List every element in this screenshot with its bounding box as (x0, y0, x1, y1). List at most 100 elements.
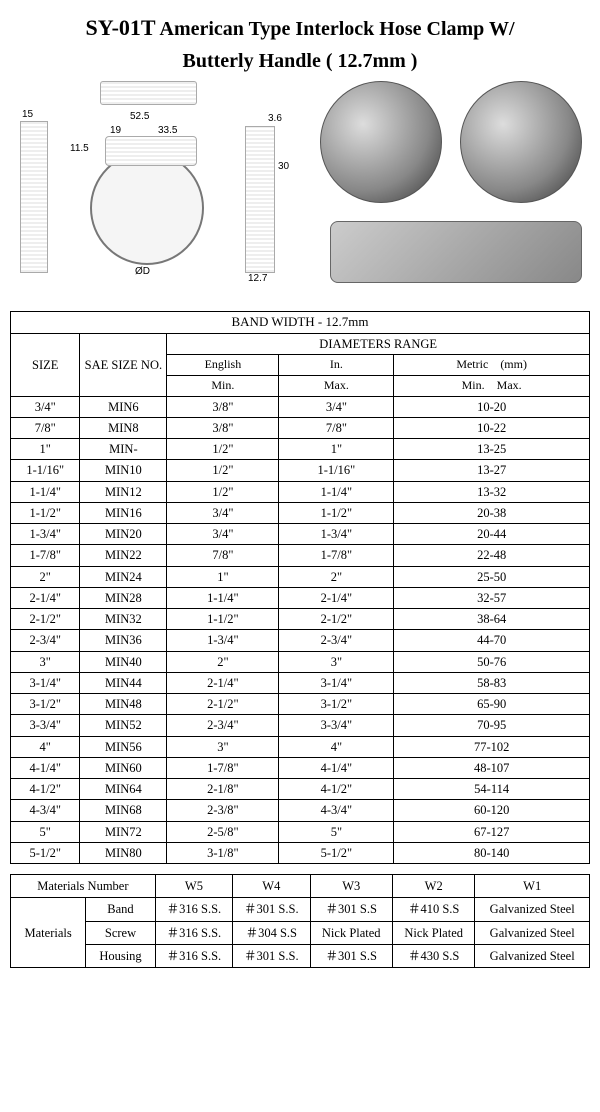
table-cell: MIN16 (80, 502, 167, 523)
dim-12-7: 12.7 (248, 273, 267, 284)
mat-col-w3: W3 (310, 875, 392, 898)
table-row: 4"MIN563"4"77-102 (11, 736, 590, 757)
table-cell: 13-27 (394, 460, 590, 481)
table-cell: ＃410 S.S (392, 898, 474, 921)
table-cell: MIN20 (80, 524, 167, 545)
table-cell: 80-140 (394, 842, 590, 863)
table-cell: 2" (279, 566, 394, 587)
table-cell: ＃316 S.S. (155, 898, 232, 921)
table-cell: MIN80 (80, 842, 167, 863)
drawing-perspective (100, 81, 197, 105)
table-cell: 4-1/2" (279, 779, 394, 800)
table-cell: 32-57 (394, 587, 590, 608)
photo-detail-1 (320, 81, 442, 203)
mat-col-w1: W1 (475, 875, 590, 898)
table-cell: MIN68 (80, 800, 167, 821)
dim-11-5: 11.5 (70, 143, 89, 154)
col-sae: SAE SIZE NO. (80, 334, 167, 396)
table-row: 3-1/2"MIN482-1/2"3-1/2"65-90 (11, 694, 590, 715)
table-cell: 4-1/2" (11, 779, 80, 800)
table-cell: ＃316 S.S. (155, 944, 232, 967)
table-row: 1"MIN-1/2"1"13-25 (11, 439, 590, 460)
table-cell: 1-1/4" (11, 481, 80, 502)
table-cell: 2-3/4" (167, 715, 279, 736)
table-cell: MIN60 (80, 757, 167, 778)
table-cell: 3-1/4" (11, 672, 80, 693)
drawing-housing (105, 136, 197, 166)
table-cell: ＃301 S.S. (233, 944, 310, 967)
table-row: 3"MIN402"3"50-76 (11, 651, 590, 672)
table-cell: MIN44 (80, 672, 167, 693)
table-cell: ＃304 S.S (233, 921, 310, 944)
page-title: SY-01T American Type Interlock Hose Clam… (10, 10, 590, 77)
table-cell: MIN10 (80, 460, 167, 481)
table-cell: 1-7/8" (11, 545, 80, 566)
col-metric: Metric (mm) (394, 355, 590, 376)
table-row: MaterialsBand＃316 S.S.＃301 S.S.＃301 S.S＃… (11, 898, 590, 921)
table-cell: 1-3/4" (11, 524, 80, 545)
col-dia-header: DIAMETERS RANGE (167, 334, 590, 355)
table-cell: MIN28 (80, 587, 167, 608)
table-row: 4-1/2"MIN642-1/8"4-1/2"54-114 (11, 779, 590, 800)
materials-table: Materials Number W5 W4 W3 W2 W1 Material… (10, 874, 590, 968)
spec-table: BAND WIDTH - 12.7mm SIZE SAE SIZE NO. DI… (10, 311, 590, 864)
table-row: 4-3/4"MIN682-3/8"4-3/4"60-120 (11, 800, 590, 821)
table-row: 3-3/4"MIN522-3/4"3-3/4"70-95 (11, 715, 590, 736)
table-cell: 4-3/4" (11, 800, 80, 821)
table-cell: 20-44 (394, 524, 590, 545)
mat-col-w2: W2 (392, 875, 474, 898)
table-cell: 3/4" (279, 396, 394, 417)
mat-part: Screw (86, 921, 155, 944)
table-cell: 2-5/8" (167, 821, 279, 842)
table-cell: ＃301 S.S (310, 944, 392, 967)
table-cell: ＃301 S.S. (233, 898, 310, 921)
table-cell: ＃316 S.S. (155, 921, 232, 944)
band-width-header: BAND WIDTH - 12.7mm (11, 312, 590, 334)
dim-52-5: 52.5 (130, 111, 149, 122)
table-cell: 2-1/2" (279, 609, 394, 630)
drawing-clamp-front (90, 151, 204, 265)
table-row: 5-1/2"MIN803-1/8"5-1/2"80-140 (11, 842, 590, 863)
table-cell: 3" (279, 651, 394, 672)
col-min: Min. (167, 375, 279, 396)
table-cell: 1/2" (167, 481, 279, 502)
table-cell: 1" (279, 439, 394, 460)
table-row: 2-3/4"MIN361-3/4"2-3/4"44-70 (11, 630, 590, 651)
table-cell: MIN72 (80, 821, 167, 842)
table-cell: MIN32 (80, 609, 167, 630)
table-row: 3/4"MIN63/8"3/4"10-20 (11, 396, 590, 417)
table-cell: 1" (167, 566, 279, 587)
table-cell: 3-3/4" (11, 715, 80, 736)
table-cell: 3-1/8" (167, 842, 279, 863)
table-cell: 3-1/2" (279, 694, 394, 715)
table-cell: ＃301 S.S (310, 898, 392, 921)
table-row: 1-7/8"MIN227/8"1-7/8"22-48 (11, 545, 590, 566)
table-cell: 1-3/4" (279, 524, 394, 545)
table-cell: 77-102 (394, 736, 590, 757)
table-row: Housing＃316 S.S.＃301 S.S.＃301 S.S＃430 S.… (11, 944, 590, 967)
title-main: American Type Interlock Hose Clamp W/ (160, 18, 515, 40)
table-cell: 1/2" (167, 439, 279, 460)
table-cell: 2" (11, 566, 80, 587)
table-cell: Galvanized Steel (475, 944, 590, 967)
table-cell: 3/8" (167, 417, 279, 438)
table-cell: 20-38 (394, 502, 590, 523)
col-size: SIZE (11, 334, 80, 396)
table-cell: 10-20 (394, 396, 590, 417)
table-cell: 2-1/4" (167, 672, 279, 693)
table-cell: 44-70 (394, 630, 590, 651)
table-cell: 4" (11, 736, 80, 757)
table-cell: 1-1/2" (11, 502, 80, 523)
table-cell: 2-1/2" (11, 609, 80, 630)
table-cell: MIN48 (80, 694, 167, 715)
table-cell: Galvanized Steel (475, 921, 590, 944)
title-sub: Butterly Handle ( 12.7mm ) (183, 50, 418, 72)
table-cell: 25-50 (394, 566, 590, 587)
table-cell: 13-25 (394, 439, 590, 460)
table-cell: 2-1/8" (167, 779, 279, 800)
table-cell: 3/4" (11, 396, 80, 417)
table-cell: 2-1/4" (279, 587, 394, 608)
table-cell: 1-1/16" (279, 460, 394, 481)
table-cell: 1-3/4" (167, 630, 279, 651)
table-cell: 5-1/2" (279, 842, 394, 863)
